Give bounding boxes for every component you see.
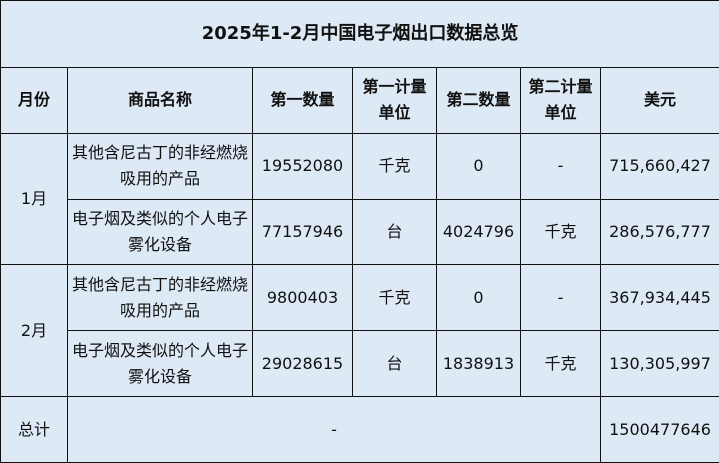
header-month: 月份 [0,66,68,134]
unit2: 千克 [520,330,601,398]
total-row: 总计 - 1500477646 [0,396,719,463]
unit1: 台 [352,330,437,398]
product-name: 电子烟及类似的个人电子雾化设备 [67,198,253,266]
header-product-name: 商品名称 [67,66,253,134]
table-row: 电子烟及类似的个人电子雾化设备 77157946 台 4024796 千克 28… [1,198,719,266]
qty1: 9800403 [252,264,353,332]
usd: 286,576,777 [599,198,719,266]
product-name: 电子烟及类似的个人电子雾化设备 [67,330,253,398]
header-usd: 美元 [599,66,719,134]
header-unit2: 第二计量单位 [520,66,601,134]
unit2: - [520,132,601,200]
total-label: 总计 [0,396,68,463]
table-title: 2025年1-2月中国电子烟出口数据总览 [0,0,719,68]
header-row: 月份 商品名称 第一数量 第一计量单位 第二数量 第二计量单位 美元 [0,66,719,134]
total-usd: 1500477646 [599,396,719,463]
qty2: 0 [436,132,521,200]
header-qty2: 第二数量 [436,66,521,134]
unit1: 千克 [352,264,437,332]
qty1: 29028615 [252,330,353,398]
usd: 715,660,427 [599,132,719,200]
unit2: - [520,264,601,332]
table-row: 1月 其他含尼古丁的非经燃烧吸用的产品 19552080 千克 0 - 715,… [0,132,719,266]
qty2: 0 [436,264,521,332]
month-cell: 2月 [0,264,68,398]
month-cell: 1月 [0,132,68,266]
qty1: 19552080 [252,132,353,200]
table-row: 2月 其他含尼古丁的非经燃烧吸用的产品 9800403 千克 0 - 367,9… [0,264,719,398]
header-qty1: 第一数量 [252,66,353,134]
usd: 130,305,997 [599,330,719,398]
qty1: 77157946 [252,198,353,266]
total-middle: - [67,396,601,463]
unit1: 千克 [352,132,437,200]
product-name: 其他含尼古丁的非经燃烧吸用的产品 [67,264,253,332]
unit1: 台 [352,198,437,266]
usd: 367,934,445 [599,264,719,332]
table-row: 电子烟及类似的个人电子雾化设备 29028615 台 1838913 千克 13… [1,330,719,398]
qty2: 4024796 [436,198,521,266]
qty2: 1838913 [436,330,521,398]
header-unit1: 第一计量单位 [352,66,437,134]
product-name: 其他含尼古丁的非经燃烧吸用的产品 [67,132,253,200]
unit2: 千克 [520,198,601,266]
